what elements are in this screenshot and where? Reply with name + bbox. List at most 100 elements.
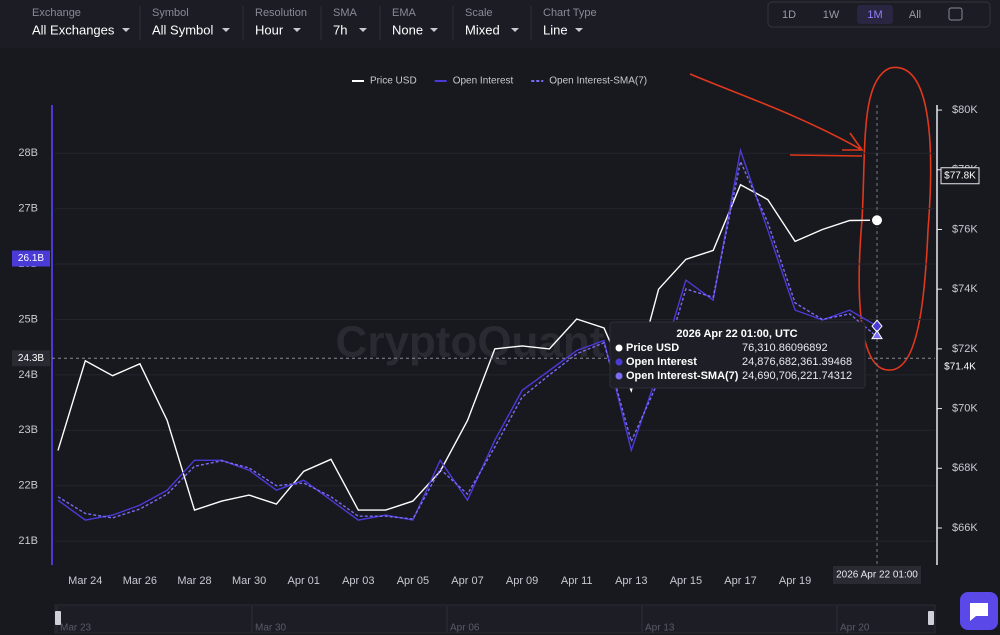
x-tick-label: Apr 03 (342, 575, 374, 587)
y2-tick-label: $80K (952, 104, 978, 116)
crosshair-label-box (833, 566, 921, 584)
y-marker-box (12, 250, 50, 267)
tooltip-swatch (615, 372, 623, 380)
tooltip-value: 24,690,706,221.74312 (742, 370, 852, 382)
control-value[interactable]: Mixed (465, 22, 500, 37)
dropdown-arrow (293, 28, 301, 32)
x-tick-label: Apr 05 (397, 575, 429, 587)
y-marker-label: 24.3B (18, 353, 44, 364)
x-tick-label: Apr 09 (506, 575, 538, 587)
y-tick-label: 22B (18, 480, 38, 492)
control-label: SMA (333, 7, 358, 19)
control-label: Scale (465, 7, 493, 19)
series-line (57, 147, 878, 521)
x-tick-label: Mar 26 (123, 575, 157, 587)
y-tick-label: 25B (18, 313, 38, 325)
range-button[interactable]: All (909, 9, 921, 21)
tooltip-name: Open Interest (626, 356, 697, 368)
control-value[interactable]: All Symbol (152, 22, 214, 37)
y2-tick-label: $68K (952, 462, 978, 474)
y2-tick-label: $72K (952, 343, 978, 355)
legend-label[interactable]: Open Interest (453, 76, 514, 87)
tooltip-box (609, 321, 866, 389)
navigator-label: Apr 13 (645, 623, 675, 634)
x-tick-label: Mar 28 (177, 575, 211, 587)
tooltip-name: Price USD (626, 342, 679, 354)
y2-tick-label: $76K (952, 223, 978, 235)
series-line (57, 183, 878, 511)
x-tick-label: Apr 13 (615, 575, 647, 587)
tooltip-name: Open Interest-SMA(7) (626, 370, 739, 382)
dropdown-arrow (511, 28, 519, 32)
dropdown-arrow (222, 28, 230, 32)
x-tick-label: Apr 15 (670, 575, 702, 587)
y-tick-label: 23B (18, 424, 38, 436)
hover-point (870, 213, 884, 228)
control-label: Symbol (152, 7, 189, 19)
x-tick-label: Apr 11 (561, 575, 593, 587)
series-line (57, 159, 878, 520)
control-value[interactable]: Line (543, 22, 568, 37)
tooltip-swatch (615, 358, 623, 366)
y2-tick-label: $70K (952, 402, 978, 414)
y2-tick-label: $66K (952, 522, 978, 534)
y-tick-label: 21B (18, 535, 38, 547)
x-tick-label: Mar 30 (232, 575, 266, 587)
navigator-handle[interactable] (928, 611, 934, 625)
calendar-icon[interactable] (948, 7, 963, 21)
y-tick-label: 28B (18, 147, 38, 159)
range-button[interactable]: 1W (823, 9, 840, 21)
y2-marker-label: $77.8K (944, 170, 976, 181)
dropdown-arrow (359, 28, 367, 32)
y-marker-box (12, 350, 50, 367)
y-marker-label: 26.1B (18, 253, 44, 264)
control-label: Exchange (32, 7, 81, 19)
control-value[interactable]: None (392, 22, 423, 37)
legend-label[interactable]: Price USD (370, 76, 417, 87)
control-value[interactable]: Hour (255, 22, 284, 37)
navigator-handle[interactable] (55, 611, 61, 625)
toolbar (0, 0, 1000, 48)
y-tick-label: 24B (18, 369, 38, 381)
navigator-label: Apr 06 (450, 623, 480, 634)
y2-tick-label: $74K (952, 283, 978, 295)
navigator-label: Mar 23 (60, 623, 92, 634)
range-button[interactable]: 1D (782, 9, 796, 21)
tooltip: 2026 Apr 22 01:00, UTC Price USD 76,310.86… (609, 321, 866, 389)
x-tick-label: Apr 01 (287, 575, 319, 587)
y-tick-label: 27B (18, 203, 38, 215)
watermark: CryptoQuant (336, 318, 605, 367)
x-tick-label: Apr 07 (451, 575, 483, 587)
navigator-label: Mar 30 (255, 623, 287, 634)
control-value[interactable]: 7h (333, 22, 347, 37)
control-label: Chart Type (543, 7, 597, 19)
dropdown-arrow (575, 28, 583, 32)
x-tick-label: Mar 24 (68, 575, 102, 587)
crosshair-label: 2026 Apr 22 01:00 (836, 570, 918, 581)
hover-point (871, 329, 883, 340)
chat-icon (970, 603, 988, 621)
range-box (767, 1, 991, 28)
y2-marker-box (941, 358, 979, 375)
control-label: Resolution (255, 7, 307, 19)
tooltip-title: 2026 Apr 22 01:00, UTC (676, 328, 797, 340)
legend-label[interactable]: Open Interest-SMA(7) (549, 76, 647, 87)
range-active (857, 5, 893, 24)
navigator[interactable] (54, 604, 936, 634)
control-label: EMA (392, 7, 417, 19)
y2-marker-box (940, 167, 980, 185)
x-tick-label: Apr 17 (724, 575, 756, 587)
dropdown-arrow (122, 28, 130, 32)
control-value[interactable]: All Exchanges (32, 22, 115, 37)
hand-annotation (689, 66, 932, 371)
tooltip-swatch (615, 344, 623, 352)
dropdown-arrow (430, 28, 438, 32)
tooltip-value: 76,310.86096892 (742, 342, 828, 354)
x-tick-label: Apr 19 (779, 575, 811, 587)
tooltip-value: 24,876,682,361.39468 (742, 356, 852, 368)
navigator-label: Apr 20 (840, 623, 870, 634)
range-button[interactable]: 1M (867, 9, 882, 21)
y2-marker-label: $71.4K (944, 361, 976, 372)
